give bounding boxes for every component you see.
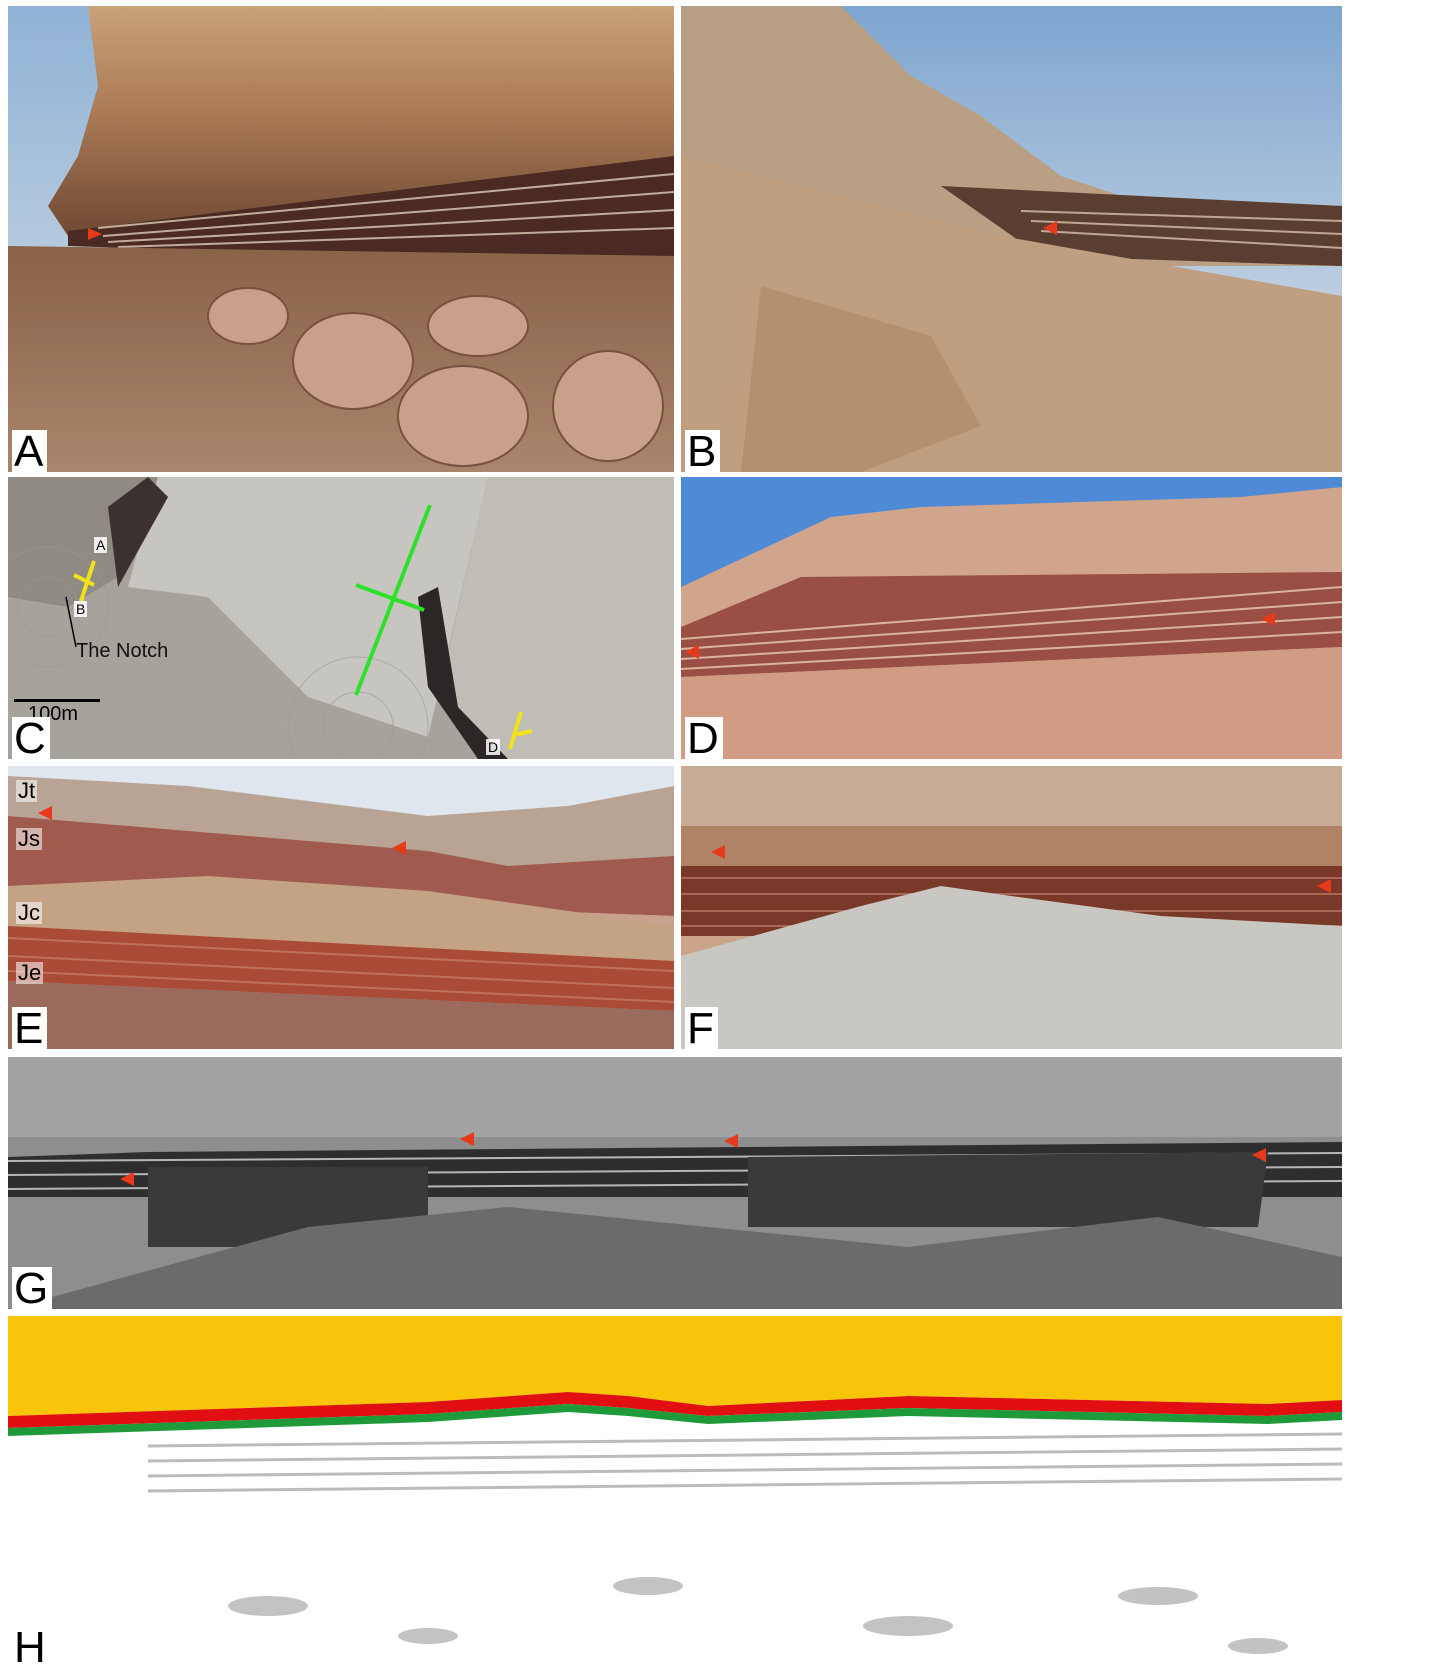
panel-a-image bbox=[8, 6, 674, 472]
marker-arrow bbox=[1317, 879, 1331, 893]
notch-leader-line bbox=[65, 596, 77, 648]
panel-b-image bbox=[681, 6, 1342, 472]
marker-arrow bbox=[685, 645, 699, 659]
marker-arrow bbox=[38, 806, 52, 820]
fold-axis-line bbox=[355, 583, 425, 612]
panel-e-photo: Jt Js Jc Je E bbox=[8, 766, 674, 1049]
marker-arrow bbox=[88, 228, 102, 240]
marker-arrow bbox=[1261, 612, 1275, 626]
section-line-d bbox=[513, 729, 533, 737]
marker-arrow bbox=[1043, 221, 1057, 235]
panel-d-image bbox=[681, 477, 1342, 759]
marker-label-a: A bbox=[94, 537, 108, 553]
unit-label-js: Js bbox=[16, 826, 42, 851]
marker-arrow bbox=[724, 1134, 738, 1148]
panel-c-aerial: A B The Notch 100m D C bbox=[8, 477, 674, 759]
panel-g-image bbox=[8, 1057, 1342, 1309]
panel-label: F bbox=[685, 1007, 718, 1049]
panel-label: C bbox=[12, 717, 50, 759]
panel-label: E bbox=[12, 1007, 48, 1049]
marker-arrow bbox=[1252, 1148, 1266, 1162]
marker-arrow bbox=[460, 1132, 474, 1146]
panel-label: H bbox=[12, 1626, 50, 1668]
panel-label: B bbox=[685, 430, 721, 472]
panel-a-photo: A bbox=[8, 6, 674, 472]
panel-f-photo: F bbox=[681, 766, 1342, 1049]
marker-label-d: D bbox=[486, 739, 501, 755]
notch-label: The Notch bbox=[76, 640, 169, 662]
panel-label: D bbox=[685, 717, 723, 759]
marker-arrow bbox=[392, 841, 406, 855]
marker-label-b: B bbox=[74, 601, 88, 617]
panel-d-photo: D bbox=[681, 477, 1342, 759]
panel-e-image bbox=[8, 766, 674, 1049]
marker-arrow bbox=[711, 845, 725, 859]
panel-f-image bbox=[681, 766, 1342, 1049]
scale-bar bbox=[14, 699, 100, 702]
panel-h-image bbox=[8, 1316, 1342, 1668]
panel-label: A bbox=[12, 430, 48, 472]
panel-label: G bbox=[12, 1267, 53, 1309]
panel-h-drawing: H bbox=[8, 1316, 1342, 1668]
marker-arrow bbox=[120, 1172, 134, 1186]
panel-g-photo: G bbox=[8, 1057, 1342, 1309]
section-line-ab bbox=[73, 573, 95, 587]
unit-label-jc: Jc bbox=[16, 900, 42, 925]
unit-label-je: Je bbox=[16, 960, 44, 985]
section-line-d bbox=[508, 711, 523, 750]
panel-c-image bbox=[8, 477, 674, 759]
panel-b-photo: B bbox=[681, 6, 1342, 472]
unit-label-jt: Jt bbox=[16, 778, 38, 803]
